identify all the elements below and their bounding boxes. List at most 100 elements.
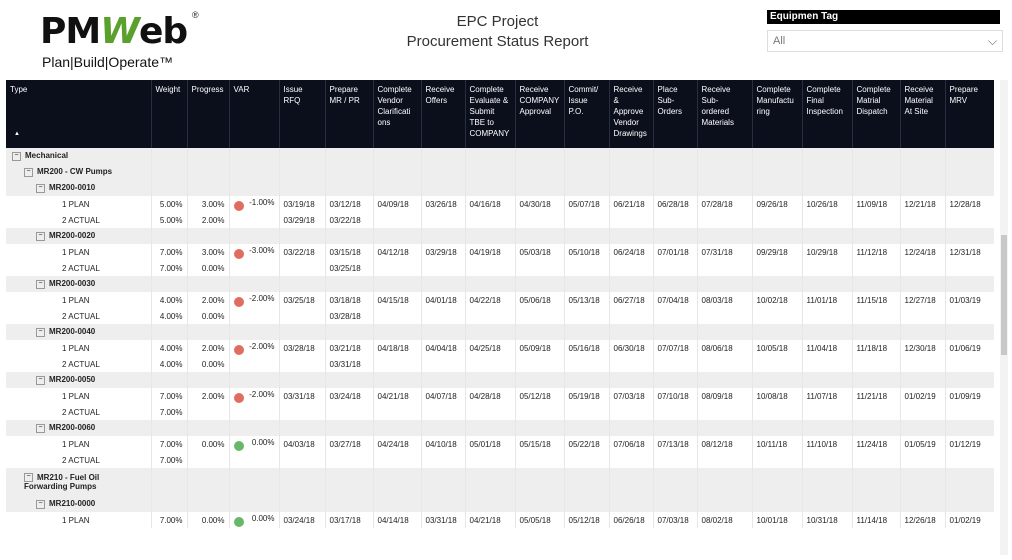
collapse-icon[interactable]: − (36, 327, 45, 337)
group-row[interactable]: − MR200-0020 (6, 228, 994, 244)
collapse-icon[interactable]: − (36, 231, 45, 241)
plan-row: 1 PLAN 7.00% 0.00% 0.00% 03/24/18 03/17/18 04/… (6, 512, 994, 528)
sort-ascending-icon[interactable]: ▲ (14, 131, 20, 137)
collapse-icon[interactable]: − (24, 473, 33, 483)
date-cell: 11/21/18 (852, 388, 901, 404)
empty-cell (697, 148, 753, 164)
collapse-icon[interactable]: − (36, 375, 45, 385)
column-header[interactable]: Progress (187, 80, 230, 148)
column-header[interactable]: Issue RFQ (279, 80, 326, 148)
equipment-tag-dropdown[interactable]: All ⌵ (767, 30, 1003, 52)
group-row[interactable]: − MR200-0050 (6, 372, 994, 388)
empty-cell (752, 496, 803, 512)
vertical-scrollbar[interactable] (1000, 80, 1008, 555)
row-label: 1 PLAN (6, 436, 152, 452)
group-row[interactable]: − MR200 - CW Pumps (6, 164, 994, 180)
date-cell: 03/24/18 (325, 388, 374, 404)
empty-cell (945, 496, 994, 512)
date-cell (373, 308, 422, 324)
progress-cell: 2.00% (187, 292, 230, 308)
empty-cell (697, 276, 753, 292)
column-header[interactable]: Receive Sub-ordered Materials (697, 80, 753, 148)
date-cell (852, 212, 901, 228)
date-cell (515, 212, 565, 228)
date-cell: 10/01/18 (752, 512, 803, 528)
group-row[interactable]: − MR200-0060 (6, 420, 994, 436)
empty-cell (802, 164, 853, 180)
date-cell (421, 260, 466, 276)
date-cell (564, 356, 610, 372)
progress-cell: 0.00% (187, 356, 230, 372)
var-cell: -2.00% (229, 388, 280, 404)
collapse-icon[interactable]: − (36, 499, 45, 509)
column-header[interactable]: Weight (151, 80, 188, 148)
column-header[interactable]: Receive Material At Site (900, 80, 946, 148)
date-cell: 04/14/18 (373, 512, 422, 528)
date-cell: 03/19/18 (279, 196, 326, 212)
group-row[interactable]: − MR200-0040 (6, 324, 994, 340)
column-header[interactable]: Type ▲ (6, 80, 152, 148)
column-header[interactable]: Complete Evaluate & Submit TBE to COMPANY (465, 80, 516, 148)
collapse-icon[interactable]: − (36, 423, 45, 433)
actual-row: 2 ACTUAL 7.00% (6, 404, 994, 420)
group-row[interactable]: − MR200-0010 (6, 180, 994, 196)
empty-cell (945, 468, 994, 496)
date-cell: 03/31/18 (325, 356, 374, 372)
date-cell (564, 308, 610, 324)
group-row[interactable]: − MR200-0030 (6, 276, 994, 292)
column-header[interactable]: Receive COMPANY Approval (515, 80, 565, 148)
date-cell (752, 308, 803, 324)
collapse-icon[interactable]: − (36, 183, 45, 193)
weight-cell: 4.00% (151, 356, 188, 372)
column-header[interactable]: Receive Offers (421, 80, 466, 148)
empty-cell (229, 468, 280, 496)
var-cell: -3.00% (229, 244, 280, 260)
group-row[interactable]: − Mechanical (6, 148, 994, 164)
column-header[interactable]: Place Sub- Orders (653, 80, 698, 148)
status-red-dot-icon (233, 200, 244, 211)
group-row[interactable]: − MR210-0000 (6, 496, 994, 512)
column-header[interactable]: VAR (229, 80, 280, 148)
row-label: 1 PLAN (6, 512, 152, 528)
date-cell: 04/24/18 (373, 436, 422, 452)
date-cell (465, 452, 516, 468)
empty-cell (697, 324, 753, 340)
date-cell: 04/18/18 (373, 340, 422, 356)
scrollbar-thumb[interactable] (1001, 235, 1007, 355)
date-cell (697, 356, 753, 372)
equipment-tag-filter-label: Equipmen Tag (767, 10, 1000, 24)
column-header[interactable]: Commit/Issue P.O. (564, 80, 610, 148)
group-label: MR200 - CW Pumps (37, 167, 113, 177)
empty-cell (900, 148, 946, 164)
collapse-icon[interactable]: − (36, 279, 45, 289)
date-cell (802, 356, 853, 372)
column-header[interactable]: Complete Vendor Clarificati ons (373, 80, 422, 148)
date-cell: 03/31/18 (421, 512, 466, 528)
date-cell: 07/03/18 (609, 388, 654, 404)
empty-cell (465, 148, 516, 164)
collapse-icon[interactable]: − (24, 167, 33, 177)
date-cell (421, 404, 466, 420)
empty-cell (279, 496, 326, 512)
empty-cell (852, 468, 901, 496)
column-header[interactable]: Receive & Approve Vendor Drawings (609, 80, 654, 148)
group-row[interactable]: − MR210 - Fuel Oil Forwarding Pumps (6, 468, 994, 496)
empty-cell (187, 420, 230, 436)
column-header[interactable]: Complete Final Inspection (802, 80, 853, 148)
date-cell (900, 452, 946, 468)
column-header[interactable]: Complete Manufactu ring (752, 80, 803, 148)
date-cell: 07/10/18 (653, 388, 698, 404)
column-header[interactable]: Prepare MRV (945, 80, 994, 148)
column-header[interactable]: Prepare MR / PR (325, 80, 374, 148)
date-cell (945, 452, 994, 468)
column-header[interactable]: Complete Matrial Dispatch (852, 80, 901, 148)
collapse-icon[interactable]: − (12, 151, 21, 161)
date-cell (752, 356, 803, 372)
date-cell (465, 356, 516, 372)
var-cell: 0.00% (229, 436, 280, 452)
empty-cell (900, 276, 946, 292)
empty-cell (697, 180, 753, 196)
var-cell (229, 452, 280, 468)
date-cell: 05/09/18 (515, 340, 565, 356)
empty-cell (609, 164, 654, 180)
